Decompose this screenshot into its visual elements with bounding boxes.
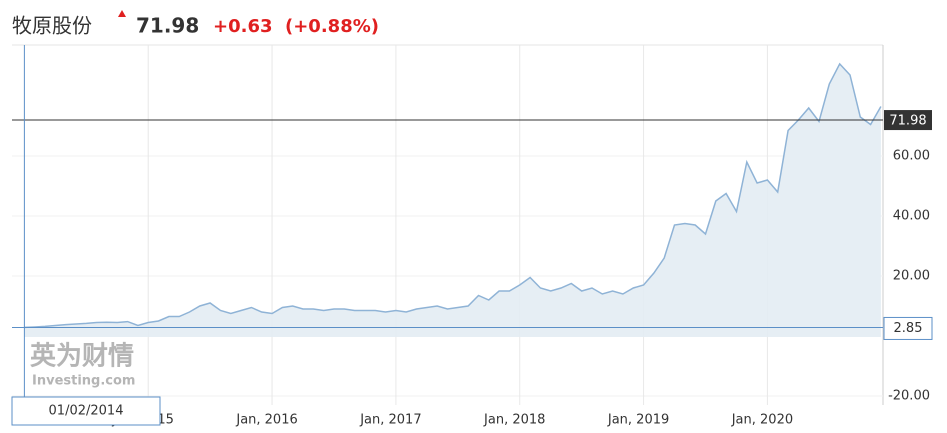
x-tick-label: Jan, 2018 <box>483 413 545 428</box>
cursor-value-label: 2.85 <box>894 321 923 336</box>
change: +0.63 <box>213 16 273 37</box>
price-line <box>24 62 882 329</box>
change-pct: (+0.88%) <box>285 16 379 37</box>
cursor-date-box <box>11 396 161 426</box>
cursor-value-box <box>883 316 933 340</box>
up-arrow <box>118 10 126 17</box>
y-tick-label: 60.00 <box>893 149 930 164</box>
area-fill <box>24 63 881 338</box>
cursor-date-label: 01/02/2014 <box>49 404 124 419</box>
y-tick-label: 40.00 <box>893 209 930 224</box>
last-price-box <box>884 110 932 131</box>
watermark-site: Investing.com <box>32 374 135 389</box>
y-tick-label: -20.00 <box>888 389 930 404</box>
x-tick-label: Jan, 2019 <box>607 413 669 428</box>
x-tick-label: Jan, 2016 <box>235 413 297 428</box>
x-tick-label: Jan, 2017 <box>359 413 421 428</box>
x-tick-label: Jan, 2020 <box>731 413 793 428</box>
last-price-label: 71.98 <box>889 114 926 129</box>
watermark-brand: 英为财情 <box>30 342 134 372</box>
price: 71.98 <box>136 14 199 38</box>
y-tick-label: 20.00 <box>893 269 930 284</box>
stock-name: 牧原股份 <box>12 14 92 38</box>
